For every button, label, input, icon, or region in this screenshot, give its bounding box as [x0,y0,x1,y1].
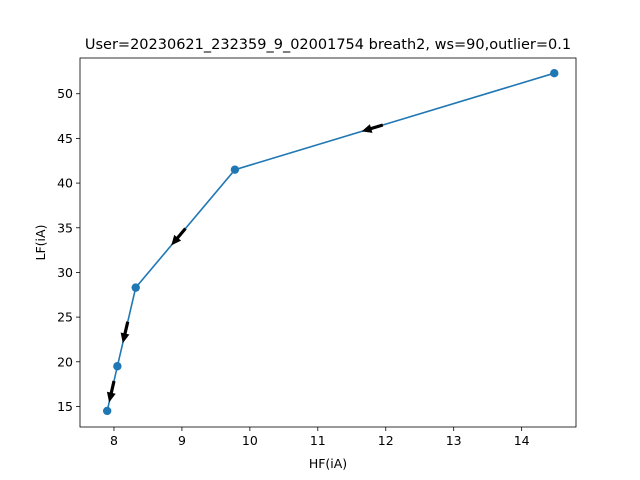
direction-arrow [120,321,130,344]
y-tick-label: 30 [57,265,73,280]
data-point [230,165,240,174]
x-axis-label: HF(iA) [309,456,347,471]
data-point [102,406,112,416]
x-tick-label: 10 [242,433,258,448]
x-tick-label: 13 [446,433,462,448]
direction-arrow [106,380,116,403]
chart-title: User=20230621_232359_9_02001754 breath2,… [85,37,571,53]
y-tick-label: 50 [57,86,73,101]
data-point [131,283,140,292]
x-tick-label: 14 [514,433,530,448]
x-axis-ticks: 8 9 10 11 12 13 14 [110,427,530,448]
y-axis-ticks: 15 20 25 30 35 40 45 50 [57,86,80,414]
y-tick-label: 35 [57,220,73,235]
direction-arrow [361,123,384,133]
plot-frame [79,57,577,428]
y-tick-label: 15 [57,399,73,414]
y-tick-label: 40 [57,176,73,191]
data-point [550,68,559,78]
y-tick-label: 25 [57,310,73,325]
x-tick-label: 9 [178,433,186,448]
y-tick-label: 20 [57,354,73,369]
plot-area [80,58,576,427]
x-tick-label: 8 [110,433,118,448]
data-point [113,362,122,371]
series-layer [102,68,559,416]
y-tick-label: 45 [57,131,73,146]
x-tick-label: 12 [378,433,394,448]
y-axis-label: LF(iA) [33,225,48,261]
direction-arrow [171,227,187,246]
x-tick-label: 11 [310,433,326,448]
